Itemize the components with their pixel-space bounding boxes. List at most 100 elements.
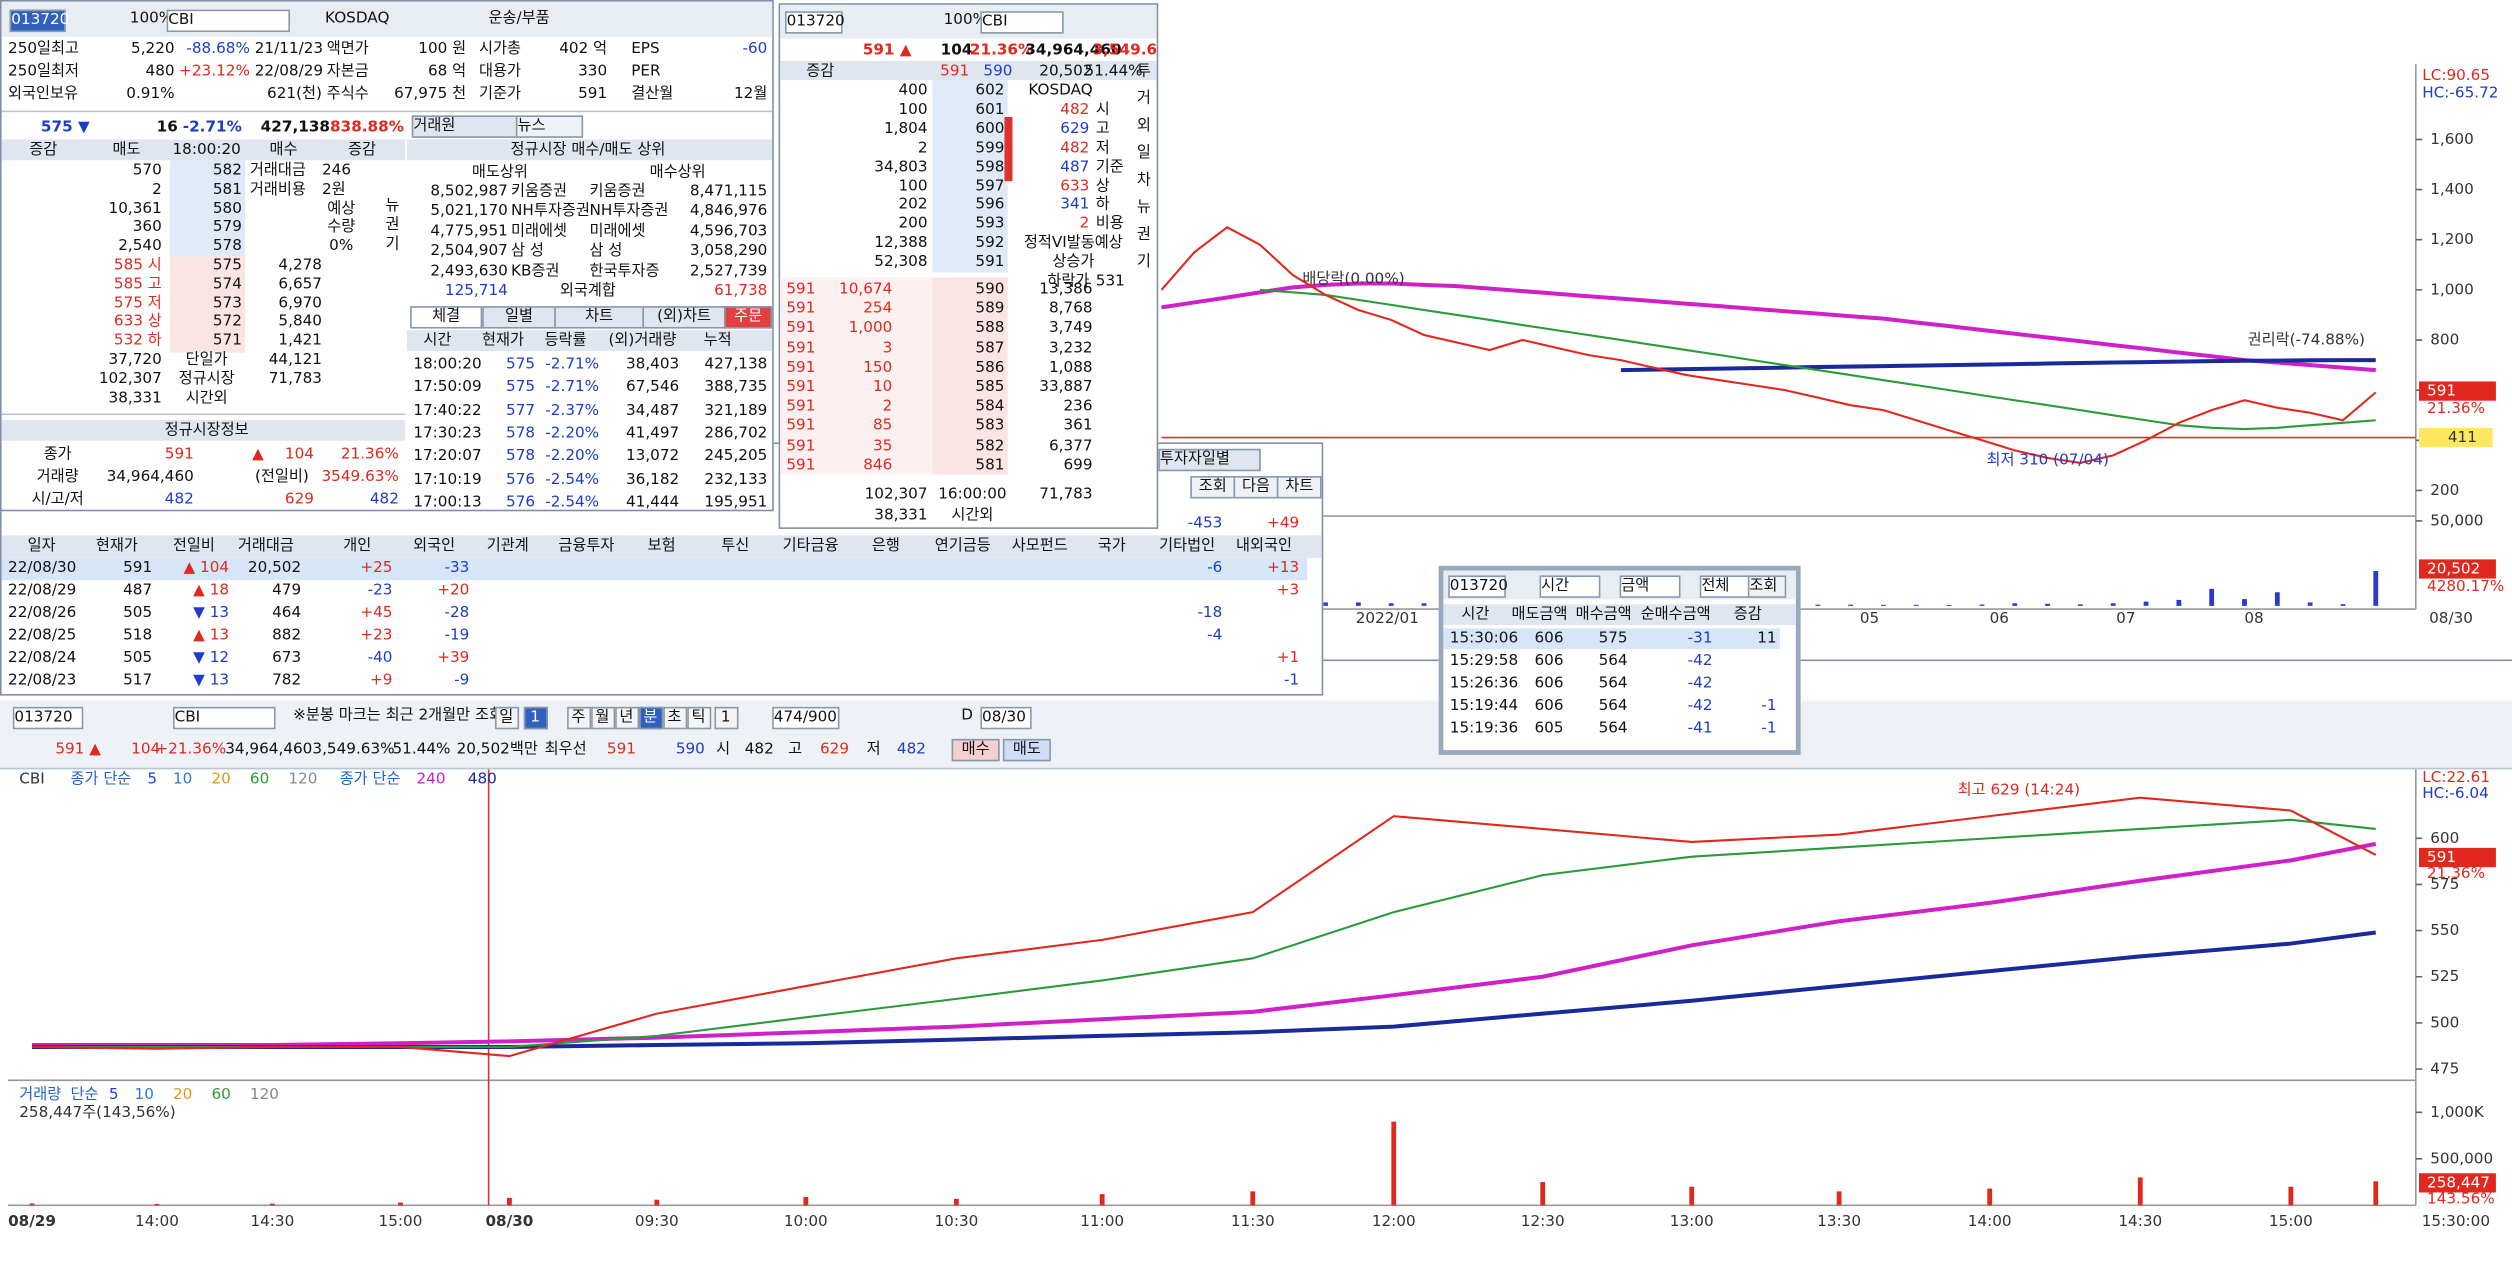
period-button[interactable]: 틱 <box>686 706 711 730</box>
side-tab[interactable]: 뉴 <box>1136 198 1151 217</box>
header-bg <box>780 60 1157 81</box>
tab[interactable]: 일별 <box>482 306 556 329</box>
side-tab[interactable]: 투 <box>1136 62 1151 81</box>
select[interactable]: 금액 <box>1619 575 1681 598</box>
select[interactable]: 시간 <box>1539 575 1601 598</box>
code-input[interactable]: 013720 <box>12 706 84 730</box>
buy-button[interactable]: 매수 <box>951 738 1000 762</box>
sell-button[interactable]: 매도 <box>1002 738 1051 762</box>
minute-toolbar: 013720 CBI ※분봉 마크는 최근 2개월만 조회 일 1 주 월 년 분 초 틱 1 474/… <box>0 700 2512 770</box>
label: 591 <box>786 358 816 377</box>
side-tab[interactable]: 기 <box>385 235 400 254</box>
side-tab[interactable]: 뉴 <box>385 197 400 215</box>
side-tab[interactable]: 외 <box>1136 117 1151 135</box>
label: 상승가 <box>1052 253 1095 272</box>
label: +21.36% <box>155 740 227 759</box>
period-button[interactable]: 1 <box>523 706 548 730</box>
x-tick-label: 14:30 <box>2118 1212 2162 1230</box>
period-button[interactable]: 월 <box>590 706 615 730</box>
label: 매수금액 <box>1575 605 1632 624</box>
button[interactable]: 다음 <box>1233 476 1279 499</box>
label: 기준 <box>1095 158 1124 176</box>
label: 621(천) <box>267 84 323 103</box>
label: 37,720 <box>108 351 162 369</box>
code-input[interactable]: 013720 <box>9 9 69 33</box>
period-button[interactable]: 년 <box>614 706 639 730</box>
volume-bar <box>2137 1177 2143 1206</box>
header-bg <box>406 330 773 352</box>
x-tick-label: 11:00 <box>1080 1212 1124 1230</box>
period-button[interactable]: 분 <box>638 706 663 730</box>
label: 17:40:22 <box>413 401 482 420</box>
label: 기타금융 <box>782 536 839 555</box>
tab[interactable]: 뉴스 <box>515 115 584 138</box>
volume-bar <box>1881 604 1886 606</box>
label: 수량 <box>327 218 356 237</box>
side-tab[interactable]: 차 <box>1136 171 1151 190</box>
label: 시간 <box>1461 605 1490 624</box>
period-button[interactable]: 초 <box>662 706 687 730</box>
label: 15:19:36 <box>1449 719 1519 738</box>
x-tick-label: 12:30 <box>1521 1212 1565 1230</box>
tab[interactable]: 거래원 <box>411 115 518 138</box>
side-tab[interactable]: 일 <box>1136 144 1151 162</box>
side-tab[interactable]: 기 <box>1136 253 1151 271</box>
label: 1,000 <box>848 319 893 338</box>
label: 2 <box>1079 215 1090 233</box>
row-highlight <box>1443 628 1780 650</box>
legend-item: 480 <box>468 769 497 787</box>
label: 590 <box>675 740 705 759</box>
label: 250일최저 <box>8 62 80 81</box>
label: -2.71% <box>545 355 600 374</box>
label: 내외국인 <box>1235 536 1292 555</box>
side-tab[interactable]: 권 <box>1136 225 1151 244</box>
button[interactable]: 조회 <box>1747 575 1787 598</box>
label: 581 <box>975 456 1005 475</box>
net-buy-panel: 013720 시간 금액 전체 조회 시간 매도금액 매수금액 순매수금액 증감 15:30:06 6… <box>1438 565 1801 755</box>
label: (전일비) <box>254 468 309 486</box>
name-input[interactable]: CBI <box>173 706 276 730</box>
tab[interactable]: 투자자일별 <box>1158 448 1261 472</box>
volume-bar <box>2110 603 2116 606</box>
label: 10,674 <box>839 280 893 299</box>
label: 572 <box>212 313 242 331</box>
period-button[interactable]: 1 <box>713 706 738 730</box>
name-input[interactable]: CBI <box>166 9 290 33</box>
label: 21/11/23 <box>254 40 324 58</box>
label: 330 <box>578 62 608 81</box>
x-tick-label: 10:30 <box>934 1212 978 1230</box>
label: 68 억 <box>427 62 467 81</box>
tab[interactable]: 차트 <box>554 306 645 329</box>
tab[interactable]: 주문 <box>724 306 773 329</box>
label: 564 <box>1598 652 1628 670</box>
tab[interactable]: (외)차트 <box>642 306 726 329</box>
label: -1 <box>1284 671 1300 690</box>
side-tab[interactable]: 권 <box>385 216 400 235</box>
volume-bar <box>1689 1186 1695 1206</box>
side-tab[interactable]: 거 <box>1136 89 1151 108</box>
label: -19 <box>444 626 470 645</box>
price-line <box>1259 288 2376 431</box>
name-input[interactable]: CBI <box>980 11 1064 34</box>
label: 591 <box>123 559 153 578</box>
period-button[interactable]: 주 <box>566 706 591 730</box>
label: 505 <box>123 649 153 667</box>
label: 22/08/23 <box>8 671 77 690</box>
button[interactable]: 조회 <box>1190 476 1236 499</box>
label: -1 <box>1761 697 1777 715</box>
period-button[interactable]: 일 <box>494 706 519 730</box>
label: KOSDAQ <box>325 9 390 28</box>
volume-bar <box>1355 602 1361 606</box>
label: 402 억 <box>559 40 608 58</box>
date-input[interactable]: 08/30 <box>980 706 1032 730</box>
label: 578 <box>506 447 536 466</box>
code-input[interactable]: 013720 <box>784 11 845 34</box>
button[interactable]: 차트 <box>1276 476 1322 499</box>
code-input[interactable]: 013720 <box>1448 575 1508 598</box>
label: 4,846,976 <box>689 202 768 221</box>
volume-bar <box>1388 603 1394 606</box>
label: 대용가 <box>478 62 522 81</box>
label: 591 <box>786 339 816 357</box>
label: +1 <box>1276 649 1300 667</box>
tab[interactable]: 체결 <box>410 306 483 329</box>
